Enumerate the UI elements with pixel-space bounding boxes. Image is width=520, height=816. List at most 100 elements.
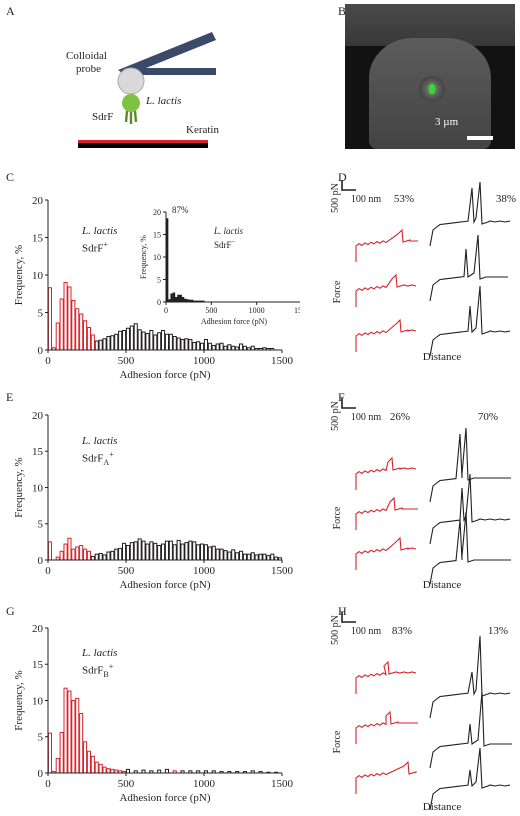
bar — [55, 322, 60, 351]
bar — [231, 549, 236, 561]
inset-peak-label: 87% — [172, 205, 189, 215]
bar — [200, 342, 205, 351]
bar — [106, 551, 111, 561]
bar — [170, 293, 173, 303]
bar — [59, 731, 64, 774]
bar — [215, 548, 220, 561]
force-curve-specific — [355, 273, 417, 307]
y-tick-label: 5 — [157, 275, 161, 284]
bar — [203, 339, 208, 351]
x-tick-label: 0 — [45, 565, 51, 577]
bar — [102, 766, 107, 774]
bar — [114, 548, 119, 561]
bar — [223, 345, 228, 351]
y-axis-label: Frequency, % — [13, 457, 25, 517]
percent-nonspecific: 70% — [478, 411, 498, 423]
panel-letter-d: D — [338, 170, 347, 184]
force-curve-nonspecific — [429, 635, 511, 719]
bar — [262, 553, 267, 561]
bar — [83, 548, 88, 561]
percent-specific: 53% — [394, 193, 414, 205]
force-curve-specific — [355, 536, 417, 570]
bar — [177, 294, 180, 303]
y-tick-label: 0 — [38, 555, 44, 567]
scale-bar — [467, 136, 493, 140]
panel-letter-g: G — [6, 604, 15, 618]
bar — [110, 768, 115, 774]
distance-axis-label: Distance — [423, 351, 462, 363]
x-axis-label: Adhesion force (pN) — [119, 579, 210, 591]
bar — [164, 540, 169, 561]
bar — [153, 542, 158, 561]
bar — [196, 341, 201, 351]
genotype-g-sub: B — [103, 669, 109, 679]
force-curve-nonspecific — [429, 285, 511, 357]
bar — [172, 292, 176, 303]
distance-axis-label: Distance — [423, 579, 462, 591]
y-tick-label: 10 — [32, 482, 44, 494]
y-tick-label: 10 — [32, 695, 44, 707]
bar — [79, 545, 84, 561]
scale-distance-label: 100 nm — [351, 626, 382, 637]
bar — [83, 320, 88, 351]
bar — [129, 325, 134, 351]
bar — [180, 339, 185, 351]
x-tick-label: 1000 — [249, 306, 265, 315]
bar — [98, 552, 103, 561]
genotype-e-sub: A — [103, 457, 110, 467]
bar — [86, 750, 92, 774]
bar — [106, 336, 111, 351]
bar — [254, 554, 259, 561]
panel-letter-a: A — [6, 4, 15, 18]
force-curve-specific — [355, 660, 417, 694]
bar — [47, 541, 53, 561]
probe-label-2: probe — [76, 63, 102, 75]
y-tick-label: 5 — [38, 307, 44, 319]
bar — [181, 297, 185, 303]
x-tick-label: 0 — [45, 355, 51, 367]
bar — [145, 333, 150, 351]
bar — [63, 543, 68, 561]
histogram-e: 0 5 10 15 20 0 500 1000 1500 Adhesion force (pN) F… — [13, 410, 294, 591]
x-tick-label: 1500 — [271, 778, 294, 790]
bar — [47, 287, 53, 351]
bar — [235, 552, 240, 561]
strain-label-a: L. lactis — [146, 95, 182, 107]
y-tick-label: 5 — [38, 519, 44, 531]
panel-letter-c: C — [6, 170, 15, 184]
bar — [196, 544, 201, 561]
bar — [86, 550, 92, 561]
x-axis-label: Adhesion force (pN) — [201, 317, 268, 326]
y-tick-label: 10 — [32, 270, 44, 282]
y-axis-label: Frequency, % — [139, 235, 148, 279]
y-tick-label: 20 — [32, 410, 44, 422]
panel-letter-f: F — [338, 390, 345, 404]
x-tick-label: 500 — [118, 778, 135, 790]
bar — [149, 330, 154, 351]
scale-bar-corner — [341, 398, 356, 409]
bar — [250, 345, 255, 351]
bar — [98, 763, 103, 774]
force-curve-specific — [355, 456, 417, 490]
panel-letter-b: B — [338, 4, 347, 18]
genotype-g: SdrF — [82, 664, 104, 677]
bar — [47, 732, 53, 774]
y-tick-label: 0 — [157, 298, 161, 307]
bar — [122, 542, 127, 561]
y-axis-label: Frequency, % — [13, 245, 25, 305]
micrograph: 3 µm — [345, 4, 515, 149]
bar — [192, 541, 197, 561]
colloidal-sphere — [117, 67, 145, 95]
bar — [79, 313, 84, 351]
bar — [110, 335, 115, 351]
bar — [71, 300, 76, 351]
bar — [141, 331, 146, 351]
bar — [102, 554, 107, 561]
bar — [219, 548, 224, 561]
genotype-g-sup: + — [108, 662, 114, 671]
panel-letter-e: E — [6, 390, 14, 404]
force-curve-nonspecific — [429, 181, 511, 247]
bar — [106, 768, 111, 774]
y-tick-label: 0 — [38, 768, 44, 780]
